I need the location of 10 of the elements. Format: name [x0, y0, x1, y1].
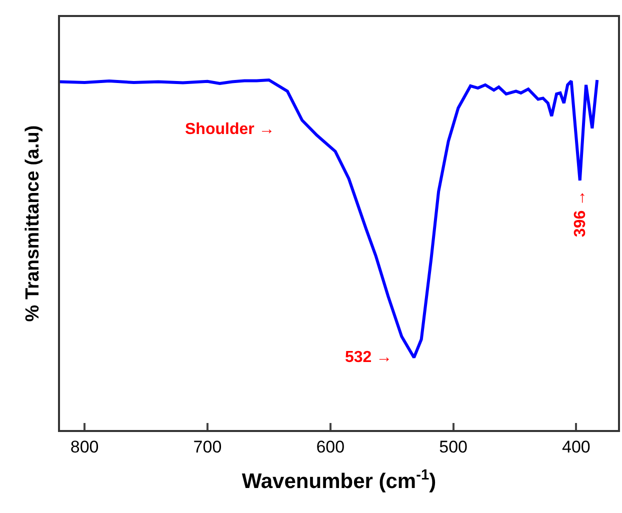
annotation: 532 →	[345, 349, 392, 366]
x-tick-label: 700	[193, 437, 222, 456]
x-tick-label: 800	[70, 437, 99, 456]
annotation: Shoulder →	[185, 121, 275, 138]
x-tick-label: 600	[316, 437, 345, 456]
x-tick-label: 400	[562, 437, 590, 456]
annotation: 396 →	[572, 190, 590, 238]
y-axis-title: % Transmittance (a.u)	[22, 125, 44, 322]
x-tick-label: 500	[439, 437, 468, 456]
x-axis-title: Wavenumber (cm$^{-1}$)	[242, 467, 436, 494]
